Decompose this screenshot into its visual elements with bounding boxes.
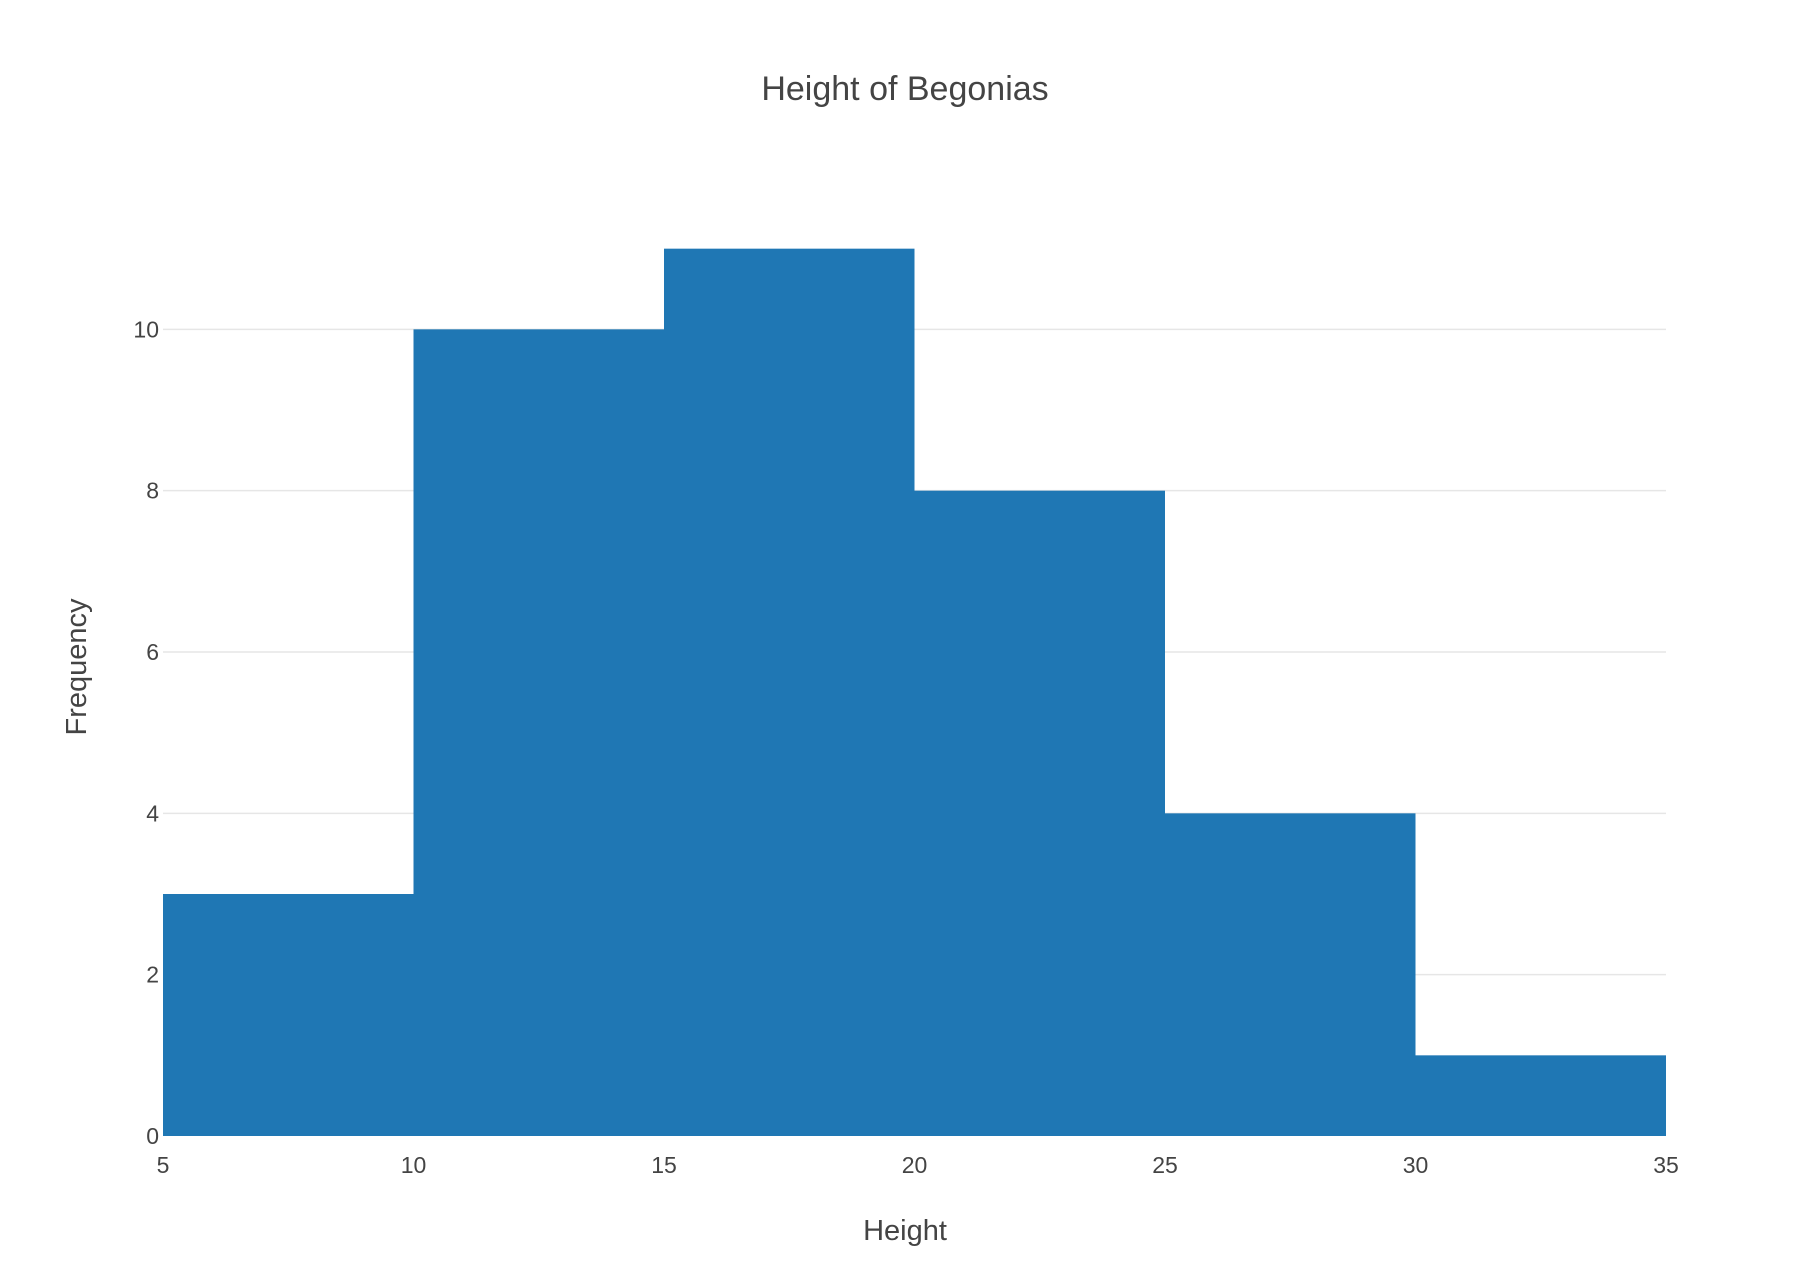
x-tick-label: 20: [902, 1152, 928, 1178]
y-tick-label: 8: [146, 478, 159, 504]
y-tick-label: 0: [146, 1123, 159, 1149]
bars: [163, 248, 1666, 1137]
histogram-bar-4: [1165, 813, 1416, 1136]
x-tick-label: 25: [1152, 1152, 1178, 1178]
histogram-bar-1: [413, 329, 664, 1136]
y-axis-title: Frequency: [61, 598, 93, 736]
y-axis-ticks: 0 2 4 6 8 10: [133, 316, 159, 1149]
x-tick-label: 35: [1653, 1152, 1679, 1178]
histogram-bar-3: [914, 490, 1165, 1137]
x-axis-ticks: 5 10 15 20 25 30 35: [157, 1152, 1679, 1178]
x-tick-label: 30: [1403, 1152, 1429, 1178]
y-tick-label: 10: [133, 316, 159, 342]
x-tick-label: 10: [401, 1152, 427, 1178]
histogram-bar-0: [163, 894, 414, 1136]
y-tick-label: 6: [146, 639, 159, 665]
histogram-bar-5: [1415, 1055, 1666, 1136]
x-tick-label: 5: [157, 1152, 170, 1178]
x-tick-label: 15: [651, 1152, 677, 1178]
y-tick-label: 2: [146, 962, 159, 988]
x-axis-title: Height: [863, 1215, 947, 1247]
chart-title: Height of Begonias: [761, 70, 1048, 108]
y-tick-label: 4: [146, 800, 159, 826]
histogram-bar-2: [664, 248, 915, 1136]
